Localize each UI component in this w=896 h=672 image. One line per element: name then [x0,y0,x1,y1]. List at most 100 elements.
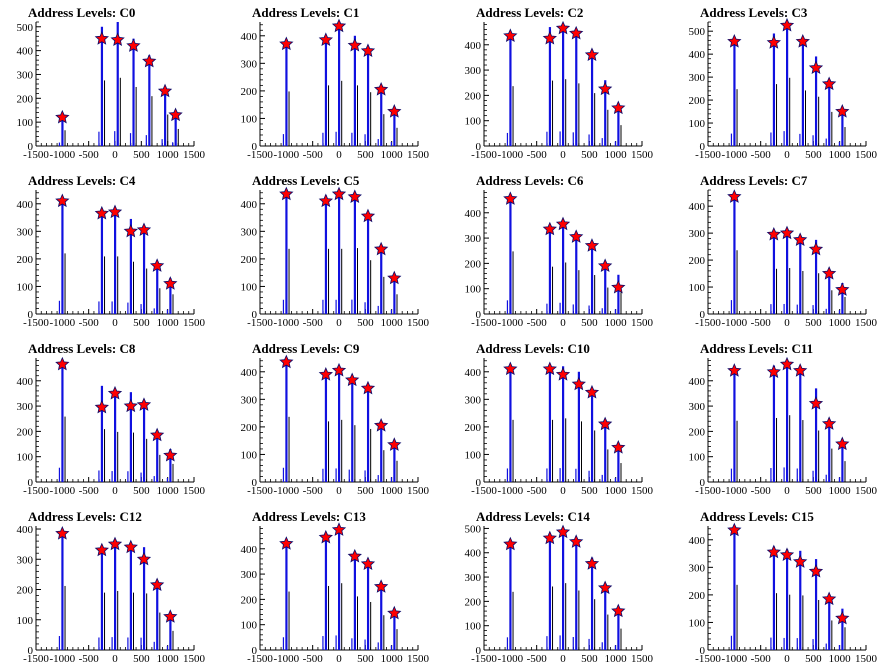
y-tick-label: 400 [689,49,706,61]
x-tick-label: 1500 [183,485,206,497]
histogram-bar [393,612,396,650]
histogram-bar-secondary [736,250,738,314]
y-tick-label: 0 [252,141,258,153]
histogram-bar-tail [153,476,155,482]
histogram-bar-secondary [802,271,804,314]
peak-marker [55,356,70,371]
histogram-bar-tail [812,470,814,482]
histogram-bar-tail [506,132,509,146]
peak-marker [387,437,402,451]
histogram-bar-secondary [370,428,372,482]
peak-marker [136,222,152,237]
histogram-bar [617,274,620,314]
x-tick-label: 0 [336,653,342,665]
histogram-bar-tail [783,131,785,146]
histogram-bar-secondary [565,79,567,146]
x-tick-label: 1000 [605,653,628,665]
y-tick-label: 200 [241,422,258,434]
panel-title: Address Levels: C5 [252,173,360,188]
x-tick-label: -500 [527,149,548,161]
panel-title: Address Levels: C15 [700,509,814,524]
x-tick-label: -500 [751,317,772,329]
histogram-bar-tail [98,470,100,482]
y-tick-label: 400 [689,376,706,388]
x-tick-label: -1500 [471,317,497,329]
histogram-bar-secondary [146,268,148,314]
histogram-bar [100,26,104,147]
x-tick-label: -1500 [247,317,273,329]
peak-marker [360,380,376,395]
histogram-bar [772,33,776,147]
peak-marker [808,60,824,74]
histogram-bar-tail [825,643,827,650]
histogram-bar-secondary [341,80,343,146]
y-tick-label: 400 [465,367,482,379]
x-tick-label: 1000 [605,149,628,161]
histogram-bar [577,371,580,482]
histogram-bar-tail [351,299,353,314]
peak-marker [110,32,125,46]
histogram-bar-secondary [117,590,119,650]
x-tick-label: -1000 [721,485,747,497]
histogram-bar [353,194,356,314]
histogram-bar [164,88,167,146]
y-tick-label: 400 [241,199,258,211]
histogram-bar [114,390,117,482]
histogram-bar-tail [812,639,814,650]
x-tick-label: -1500 [247,485,273,497]
histogram-bar-tail [166,309,168,314]
peak-marker [279,186,294,201]
histogram-bar-tail [322,636,324,650]
panel-5: Address Levels: C5 0 100 200 300 400 -1500 -100… [241,173,430,329]
histogram-bar [575,234,578,314]
histogram-bar-secondary [357,85,358,146]
x-tick-label: 1500 [407,485,430,497]
peak-marker [569,25,584,40]
histogram-bar [338,27,341,147]
y-tick-label: 100 [17,452,34,464]
histogram-bar-secondary [341,583,343,650]
histogram-bar [366,216,370,314]
histogram-bar-secondary [607,449,609,482]
peak-marker [136,397,152,411]
peak-marker [542,530,557,545]
peak-marker [318,193,333,208]
histogram-bar-secondary [776,84,778,146]
histogram-bar [338,528,341,650]
peak-marker [168,107,183,122]
histogram-bar [562,528,565,650]
histogram-bar-tail [377,642,379,650]
peak-marker [597,580,613,595]
histogram-bar-tail [506,300,509,314]
peak-marker [584,47,600,61]
histogram-bar [148,55,151,147]
histogram-bar-tail [58,142,61,146]
histogram-bar-secondary [565,262,567,314]
peak-marker [611,603,626,618]
x-tick-label: -1500 [471,653,497,665]
histogram-bar-secondary [167,114,169,146]
peak-marker [149,427,165,442]
histogram-bar [828,270,831,314]
panel-title: Address Levels: C4 [28,173,136,188]
histogram-bar [814,559,818,650]
peak-marker [555,216,571,231]
y-tick-label: 400 [241,31,258,43]
histogram-bar-tail [825,308,827,314]
y-tick-label: 0 [700,477,706,489]
histogram-bar-secondary [844,127,846,146]
peak-marker [55,526,70,540]
histogram-bar-tail [601,138,603,146]
histogram-bar [799,369,802,482]
x-tick-label: 1000 [381,653,404,665]
peak-marker [793,554,808,568]
x-tick-label: 500 [357,485,374,497]
histogram-bar-secondary [328,421,330,482]
histogram-bar-tail [730,300,733,314]
x-tick-label: -500 [303,485,324,497]
histogram-bar-tail [322,132,324,146]
panel-2: Address Levels: C2 0 100 200 300 400 -1500 -100… [465,5,654,161]
y-tick-label: 0 [252,309,258,321]
histogram-bar [772,365,776,482]
histogram-bar-tail [601,308,603,314]
